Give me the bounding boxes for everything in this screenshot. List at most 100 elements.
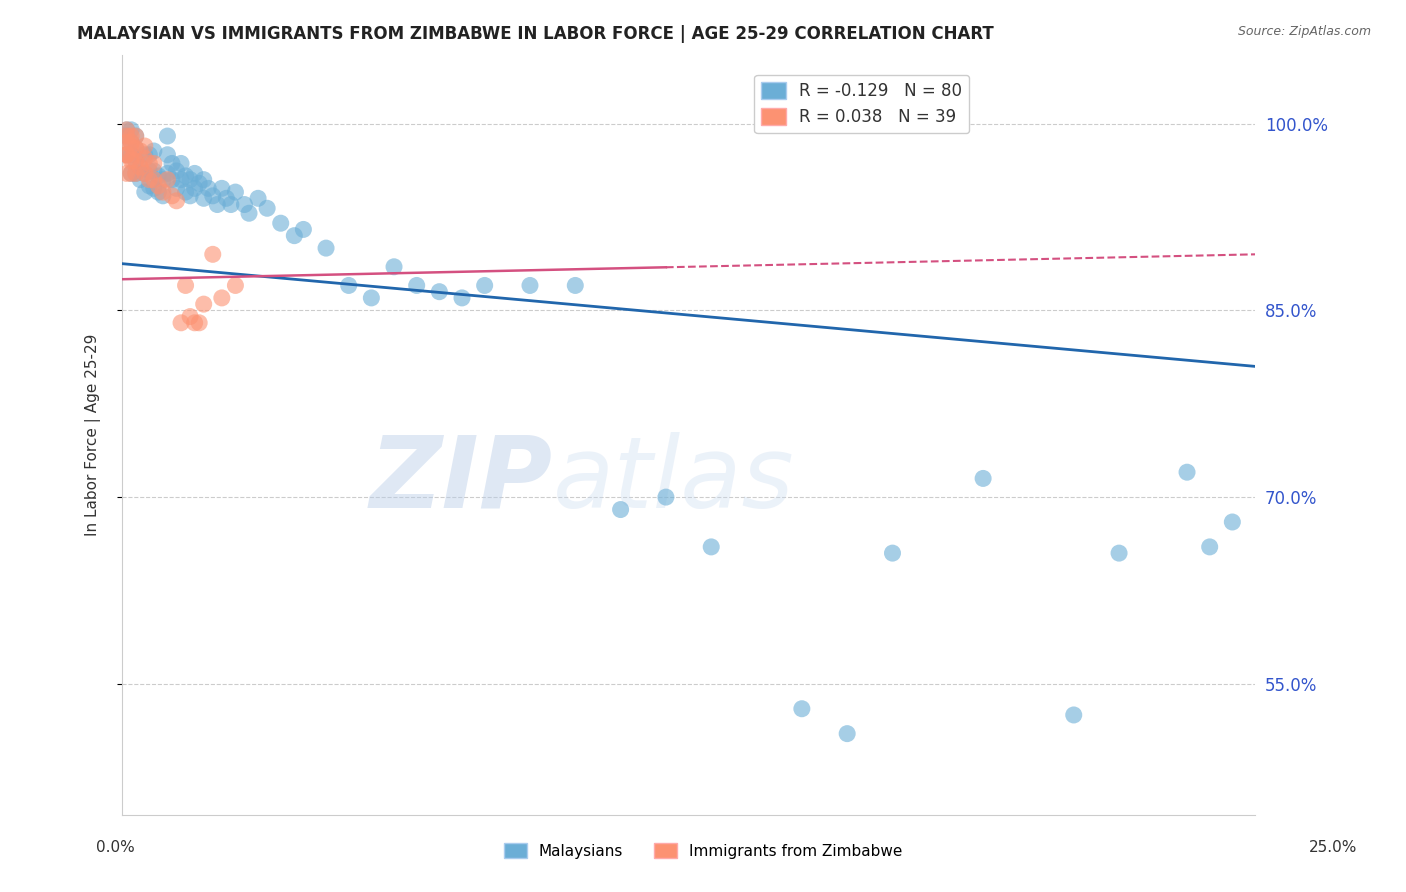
Point: [247, 191, 270, 205]
Point: [193, 172, 215, 186]
Text: 25.0%: 25.0%: [1309, 840, 1357, 855]
Point: [337, 278, 360, 293]
Point: [152, 189, 174, 203]
Point: [197, 181, 219, 195]
Point: [564, 278, 586, 293]
Point: [148, 185, 170, 199]
Point: [156, 166, 179, 180]
Point: [115, 136, 138, 150]
Point: [207, 197, 229, 211]
Text: 0.0%: 0.0%: [96, 840, 135, 855]
Point: [125, 153, 148, 168]
Point: [115, 147, 138, 161]
Legend: R = -0.129   N = 80, R = 0.038   N = 39: R = -0.129 N = 80, R = 0.038 N = 39: [755, 75, 969, 133]
Point: [125, 141, 148, 155]
Point: [129, 160, 152, 174]
Point: [138, 156, 160, 170]
Point: [115, 147, 138, 161]
Y-axis label: In Labor Force | Age 25-29: In Labor Force | Age 25-29: [86, 334, 101, 536]
Point: [142, 156, 165, 170]
Point: [215, 191, 238, 205]
Point: [188, 316, 211, 330]
Point: [120, 166, 142, 180]
Point: [120, 166, 142, 180]
Point: [882, 546, 904, 560]
Point: [292, 222, 315, 236]
Point: [174, 169, 197, 183]
Point: [125, 166, 148, 180]
Point: [142, 181, 165, 195]
Point: [238, 206, 260, 220]
Point: [193, 297, 215, 311]
Point: [790, 702, 813, 716]
Point: [134, 166, 156, 180]
Point: [700, 540, 723, 554]
Point: [160, 156, 183, 170]
Text: MALAYSIAN VS IMMIGRANTS FROM ZIMBABWE IN LABOR FORCE | AGE 25-29 CORRELATION CHA: MALAYSIAN VS IMMIGRANTS FROM ZIMBABWE IN…: [77, 25, 994, 43]
Point: [360, 291, 382, 305]
Point: [120, 152, 142, 166]
Point: [134, 147, 156, 161]
Point: [201, 189, 224, 203]
Point: [152, 185, 174, 199]
Point: [115, 166, 138, 180]
Point: [134, 152, 156, 166]
Point: [193, 191, 215, 205]
Point: [451, 291, 474, 305]
Point: [166, 164, 188, 178]
Point: [148, 178, 170, 193]
Point: [427, 285, 450, 299]
Point: [142, 164, 165, 178]
Point: [219, 197, 242, 211]
Point: [1108, 546, 1130, 560]
Point: [233, 197, 256, 211]
Point: [115, 123, 138, 137]
Point: [129, 172, 152, 186]
Point: [142, 144, 165, 158]
Point: [120, 136, 142, 150]
Point: [972, 471, 994, 485]
Point: [156, 129, 179, 144]
Point: [170, 316, 193, 330]
Text: Source: ZipAtlas.com: Source: ZipAtlas.com: [1237, 25, 1371, 38]
Point: [170, 156, 193, 170]
Point: [125, 166, 148, 180]
Point: [382, 260, 405, 274]
Point: [174, 278, 197, 293]
Point: [609, 502, 631, 516]
Point: [224, 185, 246, 199]
Text: ZIP: ZIP: [370, 432, 553, 529]
Point: [166, 194, 188, 208]
Point: [256, 201, 278, 215]
Point: [138, 178, 160, 193]
Point: [134, 185, 156, 199]
Point: [179, 172, 201, 186]
Point: [474, 278, 496, 293]
Point: [224, 278, 246, 293]
Point: [134, 166, 156, 180]
Point: [837, 726, 859, 740]
Point: [156, 172, 179, 186]
Point: [120, 139, 142, 153]
Point: [129, 144, 152, 158]
Point: [125, 153, 148, 168]
Text: atlas: atlas: [553, 432, 794, 529]
Point: [120, 136, 142, 150]
Legend: Malaysians, Immigrants from Zimbabwe: Malaysians, Immigrants from Zimbabwe: [498, 837, 908, 864]
Point: [125, 129, 148, 144]
Point: [148, 169, 170, 183]
Point: [120, 129, 142, 144]
Point: [315, 241, 337, 255]
Point: [138, 164, 160, 178]
Point: [134, 139, 156, 153]
Point: [120, 147, 142, 161]
Point: [142, 172, 165, 186]
Point: [115, 147, 138, 161]
Point: [120, 153, 142, 168]
Point: [115, 123, 138, 137]
Point: [129, 160, 152, 174]
Point: [201, 247, 224, 261]
Point: [211, 181, 233, 195]
Point: [188, 177, 211, 191]
Point: [1220, 515, 1243, 529]
